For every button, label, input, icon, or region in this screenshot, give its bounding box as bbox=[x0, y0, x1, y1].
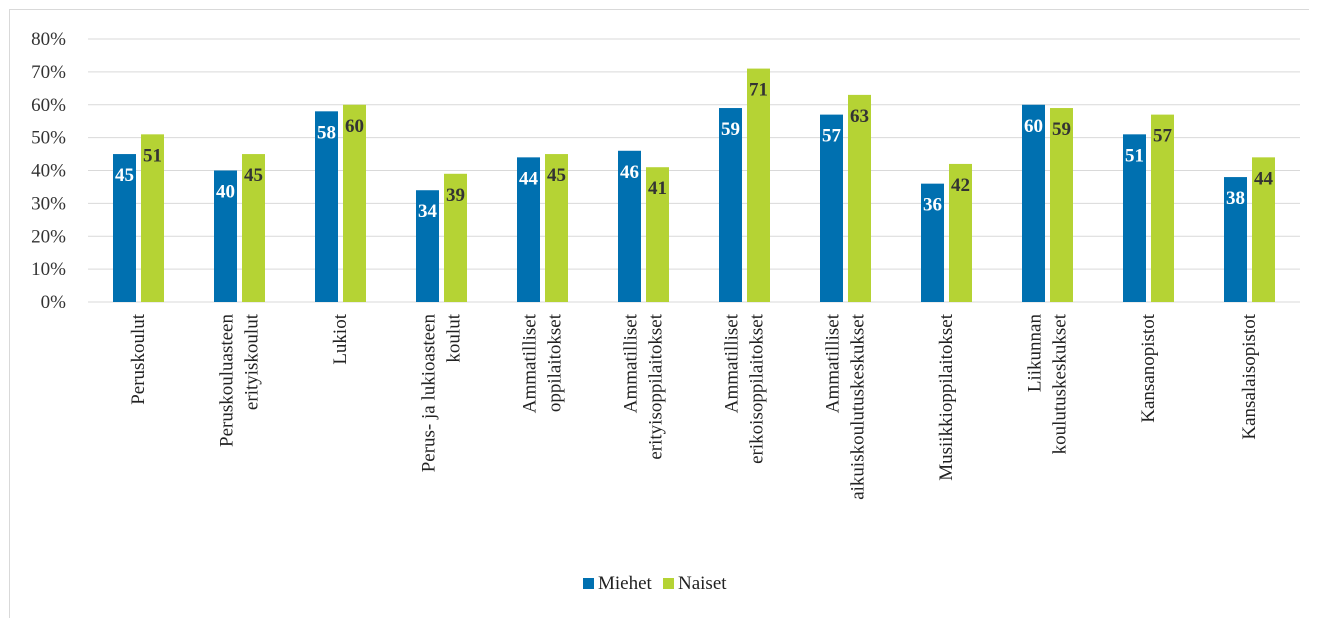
data-label: 51 bbox=[1125, 145, 1144, 166]
bar-miehet bbox=[416, 190, 439, 302]
data-label: 51 bbox=[143, 145, 162, 166]
data-label: 39 bbox=[446, 185, 465, 206]
data-label: 59 bbox=[1052, 119, 1071, 140]
category-label-line: aikuiskoulutuskeskukset bbox=[848, 313, 869, 499]
category-label: Lukiot bbox=[330, 313, 351, 364]
data-label: 57 bbox=[822, 126, 842, 147]
category-label-line: Perus- ja lukioasteen bbox=[419, 314, 440, 473]
data-label: 57 bbox=[1153, 126, 1173, 147]
bar-naiset bbox=[848, 94, 871, 302]
category-label-line: koulut bbox=[444, 313, 465, 362]
category-label-line: Lukiot bbox=[330, 313, 351, 364]
category-label-line: Ammatilliset bbox=[722, 313, 743, 413]
category-label-line: Ammatilliset bbox=[823, 313, 844, 413]
data-label: 45 bbox=[115, 165, 134, 186]
category-label: Kansanopistot bbox=[1138, 313, 1159, 422]
category-label: Liikunnan koulutuskeskukset bbox=[1025, 313, 1071, 454]
legend-label-naiset: Naiset bbox=[678, 573, 727, 594]
bar-naiset bbox=[747, 68, 770, 303]
bar-naiset bbox=[1050, 108, 1073, 302]
category-label: Kansalaisopistot bbox=[1239, 313, 1260, 439]
category-label-line: erityiskoulut bbox=[242, 313, 263, 410]
category-label: Peruskoulut bbox=[128, 313, 149, 405]
category-label: Perus- ja lukioasteen koulut bbox=[419, 313, 465, 472]
y-tick-label: 80% bbox=[31, 29, 66, 50]
category-label: Musiikkioppilaitokset bbox=[936, 313, 957, 481]
y-tick-label: 30% bbox=[31, 193, 66, 214]
data-label: 34 bbox=[418, 201, 438, 222]
category-label-line: oppilaitokset bbox=[545, 313, 566, 412]
data-label: 40 bbox=[216, 182, 235, 203]
data-label: 45 bbox=[244, 165, 263, 186]
y-tick-label: 50% bbox=[31, 128, 66, 149]
data-label: 60 bbox=[345, 116, 364, 137]
data-label: 58 bbox=[317, 122, 336, 143]
data-label: 46 bbox=[620, 162, 639, 183]
y-tick-label: 70% bbox=[31, 62, 66, 83]
bar-naiset bbox=[444, 173, 467, 302]
data-label: 42 bbox=[951, 175, 970, 196]
category-label: Ammatilliset erityisoppilaitokset bbox=[621, 313, 667, 459]
category-label-line: Kansalaisopistot bbox=[1239, 313, 1260, 439]
bar-naiset bbox=[242, 154, 265, 302]
category-label: Ammatilliset aikuiskoulutuskeskukset bbox=[823, 313, 869, 499]
y-tick-label: 20% bbox=[31, 226, 66, 247]
chart-frame bbox=[9, 9, 1309, 618]
bar-naiset bbox=[141, 134, 164, 302]
bar-miehet bbox=[921, 183, 944, 302]
data-label: 44 bbox=[1254, 168, 1274, 189]
bar-naiset bbox=[949, 163, 972, 302]
legend-swatch-naiset bbox=[663, 578, 674, 589]
bar-naiset bbox=[646, 167, 669, 302]
bar-miehet bbox=[1224, 177, 1247, 302]
bar-miehet bbox=[517, 157, 540, 302]
data-label: 71 bbox=[749, 80, 768, 101]
data-label: 63 bbox=[850, 106, 869, 127]
bar-miehet bbox=[1022, 104, 1045, 302]
category-label: Ammatilliset oppilaitokset bbox=[520, 313, 566, 413]
data-label: 41 bbox=[648, 178, 667, 199]
data-label: 36 bbox=[923, 195, 942, 216]
category-label-line: Kansanopistot bbox=[1138, 313, 1159, 422]
bar-naiset bbox=[545, 154, 568, 302]
y-tick-label: 10% bbox=[31, 259, 66, 280]
data-label: 60 bbox=[1024, 116, 1043, 137]
category-label: Ammatilliset erikoisoppilaitokset bbox=[722, 313, 768, 464]
category-label-line: Musiikkioppilaitokset bbox=[936, 313, 957, 481]
category-label: Peruskouluasteen erityiskoulut bbox=[217, 313, 263, 447]
bar-miehet bbox=[113, 154, 136, 302]
bar-naiset bbox=[1151, 114, 1174, 302]
category-label-line: Liikunnan bbox=[1025, 314, 1046, 393]
data-label: 45 bbox=[547, 165, 566, 186]
category-label-line: koulutuskeskukset bbox=[1050, 313, 1071, 454]
category-label-line: erikoisoppilaitokset bbox=[747, 313, 768, 464]
category-label-line: Peruskoulut bbox=[128, 313, 149, 405]
bar-miehet bbox=[618, 150, 641, 302]
y-tick-label: 0% bbox=[41, 292, 67, 313]
data-label: 44 bbox=[519, 168, 539, 189]
bar-naiset bbox=[1252, 157, 1275, 302]
bar-miehet bbox=[315, 111, 338, 302]
y-tick-label: 60% bbox=[31, 95, 66, 116]
legend-swatch-miehet bbox=[583, 578, 594, 589]
bar-naiset bbox=[343, 104, 366, 302]
bar-miehet bbox=[820, 114, 843, 302]
bar-miehet bbox=[1123, 134, 1146, 302]
category-label-line: Peruskouluasteen bbox=[217, 314, 238, 447]
category-label-line: Ammatilliset bbox=[621, 313, 642, 413]
legend-label-miehet: Miehet bbox=[598, 573, 653, 594]
data-label: 38 bbox=[1226, 188, 1245, 209]
bar-miehet bbox=[214, 170, 237, 302]
category-label-line: erityisoppilaitokset bbox=[646, 313, 667, 459]
y-tick-label: 40% bbox=[31, 161, 66, 182]
bar-miehet bbox=[719, 108, 742, 302]
data-label: 59 bbox=[721, 119, 740, 140]
category-label-line: Ammatilliset bbox=[520, 313, 541, 413]
